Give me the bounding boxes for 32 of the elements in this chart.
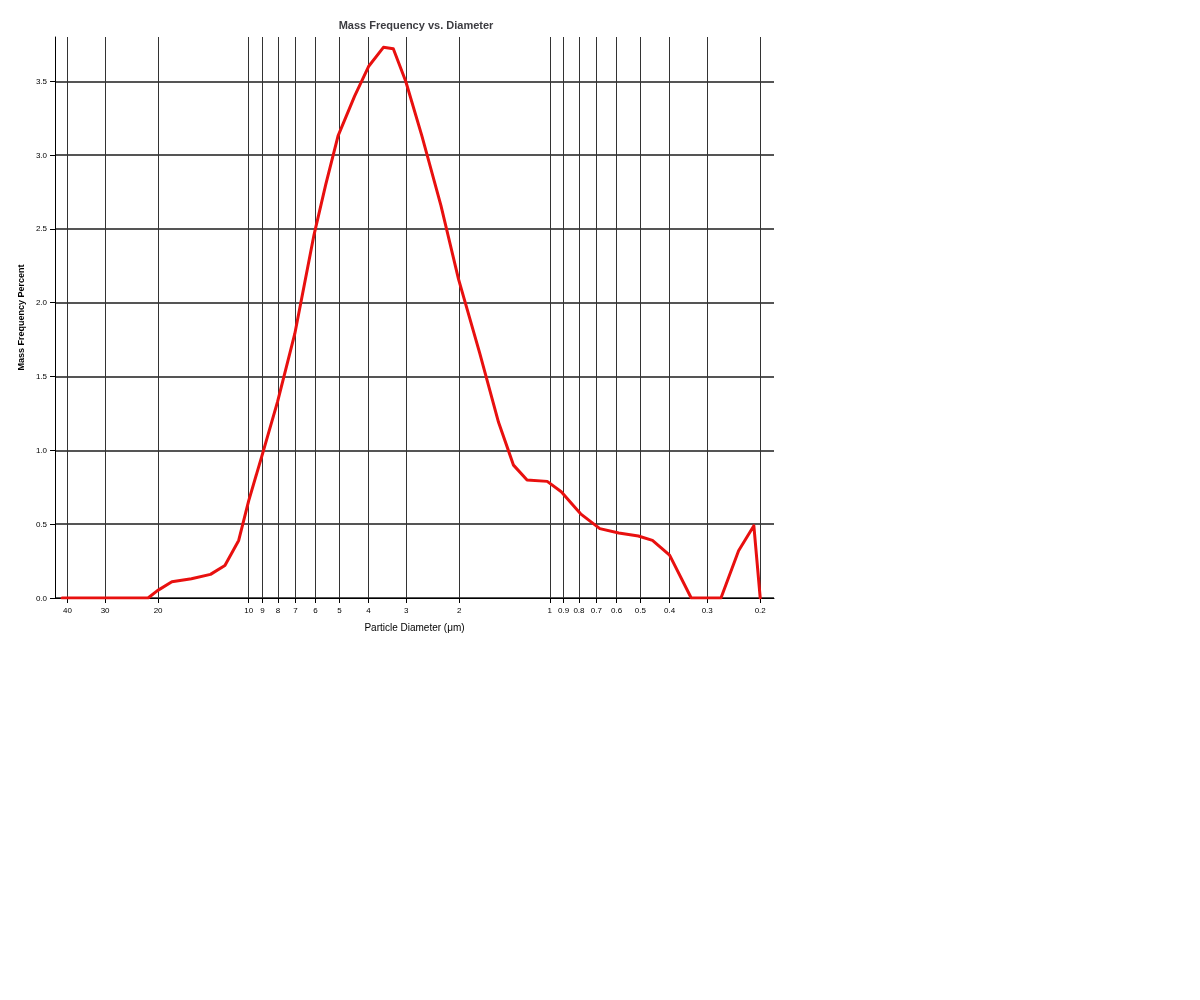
x-tick-label: 0.7 xyxy=(590,605,603,615)
x-tick-label: 2 xyxy=(456,605,462,615)
y-axis-title: Mass Frequency Percent xyxy=(15,264,26,371)
y-tick-label: 1.0 xyxy=(35,445,48,455)
y-tick-label: 0.0 xyxy=(35,593,48,603)
x-tick-label: 0.4 xyxy=(664,605,676,615)
x-tick-label: 7 xyxy=(293,605,299,615)
x-tick-label: 1 xyxy=(547,605,553,615)
x-axis-title: Particle Diameter (μm) xyxy=(364,621,465,633)
x-tick-label: 9 xyxy=(260,605,266,615)
x-tick-label: 6 xyxy=(313,605,319,615)
x-tick-label: 4 xyxy=(366,605,372,615)
y-tick-label: 1.5 xyxy=(35,372,48,382)
x-tick-label: 0.6 xyxy=(611,605,623,615)
y-tick-label: 2.0 xyxy=(35,298,48,308)
x-tick-label: 3 xyxy=(403,605,409,615)
x-tick-label: 0.5 xyxy=(634,605,647,615)
y-tick-label: 0.5 xyxy=(35,519,48,529)
y-tick-label: 3.5 xyxy=(35,76,48,86)
x-tick-label: 0.8 xyxy=(573,605,586,615)
x-tick-label: 20 xyxy=(153,605,164,615)
chart-title: Mass Frequency vs. Diameter xyxy=(338,18,495,31)
x-tick-label: 0.3 xyxy=(701,605,714,615)
x-tick-label: 0.2 xyxy=(754,605,767,615)
x-tick-label: 0.9 xyxy=(558,605,570,615)
x-tick-label: 30 xyxy=(100,605,111,615)
x-tick-label: 40 xyxy=(63,605,73,615)
y-tick-label: 2.5 xyxy=(35,224,48,234)
y-tick-label: 3.0 xyxy=(35,150,48,160)
x-tick-label: 5 xyxy=(337,605,343,615)
x-tick-label: 8 xyxy=(275,605,281,615)
x-tick-label: 10 xyxy=(244,605,254,615)
